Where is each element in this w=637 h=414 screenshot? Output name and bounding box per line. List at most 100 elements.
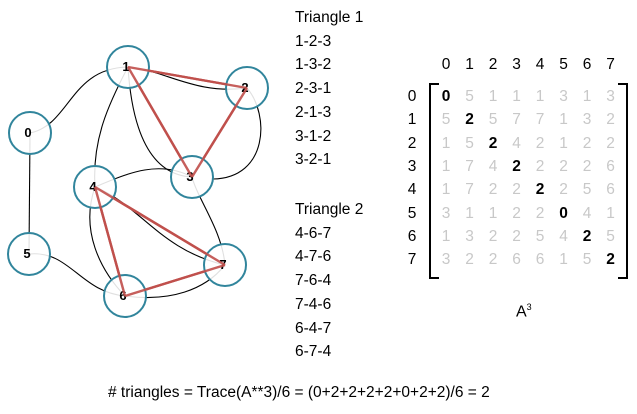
matrix-cell: 5 <box>535 227 545 245</box>
matrix-cell: 2 <box>606 134 615 152</box>
matrix-cell: 5 <box>441 111 451 129</box>
matrix-cell: 4 <box>559 227 568 245</box>
matrix-caption-base: A <box>516 303 527 321</box>
matrix-cell: 5 <box>465 134 474 152</box>
matrix-row-header: 7 <box>407 251 417 269</box>
matrix-cell: 6 <box>606 181 615 199</box>
matrix-cell: 5 <box>488 111 498 129</box>
matrix-cell: 4 <box>488 157 498 175</box>
matrix-diagonal-cell: 2 <box>512 157 521 175</box>
graph-node-label: 4 <box>89 179 97 194</box>
matrix-diagonal-cell: 2 <box>465 111 474 129</box>
triangle-2-order: 4-6-7 <box>295 224 332 242</box>
matrix-cell: 1 <box>488 204 498 222</box>
matrix-cell: 3 <box>559 88 568 105</box>
matrix-cell: 1 <box>582 88 592 105</box>
matrix-cell: 2 <box>512 227 521 245</box>
matrix-row-header: 4 <box>407 181 417 199</box>
matrix-cell: 5 <box>582 181 592 199</box>
triangle-2-list: Triangle 2 4-6-7 4-7-6 7-6-4 7-4-6 6-4-7… <box>295 198 363 364</box>
matrix-cell: 1 <box>465 204 474 222</box>
matrix-diagonal-cell: 2 <box>535 181 545 199</box>
matrix-cell: 2 <box>488 227 498 245</box>
triangle-edge <box>93 186 127 297</box>
triangle-2-order: 7-6-4 <box>295 272 332 290</box>
triangle-1-order: 1-2-3 <box>295 32 332 50</box>
triangle-1-title: Triangle 1 <box>295 9 364 26</box>
triangle-1-order: 3-1-2 <box>295 127 332 145</box>
matrix-cell: 1 <box>535 88 545 105</box>
matrix-row-header: 2 <box>407 134 417 152</box>
triangle-2-order: 6-4-7 <box>295 319 332 337</box>
matrix-bracket <box>429 83 439 279</box>
matrix-cell: 6 <box>535 251 545 269</box>
triangle-edge <box>124 263 226 298</box>
graph-node-label: 5 <box>23 246 30 261</box>
matrix-cell: 7 <box>535 111 545 129</box>
graph-node-label: 6 <box>119 288 126 303</box>
matrix-cell: 4 <box>512 134 521 152</box>
matrix-bracket <box>618 83 628 279</box>
matrix-cell: 7 <box>465 157 474 175</box>
matrix-cell: 2 <box>582 157 592 175</box>
matrix-cell: 2 <box>488 251 498 269</box>
triangle-1-order: 1-3-2 <box>295 56 332 74</box>
matrix-caption-exponent: 3 <box>526 302 532 312</box>
matrix-column-header: 1 <box>465 56 474 73</box>
matrix-cell: 2 <box>535 204 545 222</box>
matrix-column-header: 3 <box>512 56 521 73</box>
matrix-diagonal-cell: 0 <box>559 204 568 222</box>
matrix-cell: 1 <box>441 134 451 152</box>
matrix-cell: 3 <box>441 251 451 269</box>
matrix-cell: 1 <box>512 88 521 105</box>
matrix-cell: 5 <box>465 88 474 105</box>
triangle-2-order: 4-7-6 <box>295 248 332 266</box>
matrix-cell: 3 <box>582 111 592 129</box>
matrix-cell: 5 <box>606 227 615 245</box>
matrix-row-header: 5 <box>407 204 417 222</box>
matrix-column-header: 6 <box>582 56 592 73</box>
matrix-cell: 2 <box>535 157 545 175</box>
matrix-cell: 2 <box>488 181 498 199</box>
triangle-1-order: 2-3-1 <box>295 80 332 98</box>
triangle-2-order: 6-7-4 <box>295 343 332 361</box>
graph-node-label: 0 <box>24 125 31 140</box>
matrix-cell: 1 <box>559 111 568 129</box>
matrix-cell: 1 <box>441 181 451 199</box>
matrix-cell: 1 <box>559 134 568 152</box>
matrix-cell: 7 <box>512 111 521 129</box>
matrix-diagonal-cell: 0 <box>441 88 451 105</box>
matrix-cell: 2 <box>606 111 615 129</box>
matrix-row-header: 3 <box>407 157 417 175</box>
matrix-cell: 5 <box>582 251 592 269</box>
matrix-diagonal-cell: 2 <box>606 251 615 269</box>
matrix-row-header: 0 <box>407 88 417 105</box>
matrix-cell: 1 <box>488 88 498 105</box>
triangle-2-title: Triangle 2 <box>295 201 364 218</box>
matrix-cell: 2 <box>535 134 545 152</box>
triangle-count-formula: # triangles = Trace(A**3)/6 = (0+2+2+2+2… <box>108 384 490 401</box>
triangle-2-order: 7-4-6 <box>295 295 332 313</box>
matrix-cell: 3 <box>606 88 615 105</box>
matrix-cell: 3 <box>465 227 474 245</box>
triangle-1-order: 3-2-1 <box>295 151 332 169</box>
matrix-column-header: 7 <box>606 56 615 73</box>
matrix-cell: 6 <box>606 157 615 175</box>
matrix-cell: 1 <box>606 204 615 222</box>
matrix-cell: 1 <box>559 251 568 269</box>
graph-node-label: 3 <box>186 169 193 184</box>
matrix-row-header: 6 <box>407 227 417 245</box>
graph-node <box>7 232 51 276</box>
graph-node-label: 1 <box>122 59 129 74</box>
matrix-cell: 4 <box>582 204 592 222</box>
matrix-cell: 2 <box>512 204 521 222</box>
matrix-column-header: 5 <box>559 56 568 73</box>
matrix-cell: 7 <box>465 181 474 199</box>
triangle-1-list: Triangle 1 1-2-3 1-3-2 2-3-1 2-1-3 3-1-2… <box>295 6 363 172</box>
matrix-column-header: 0 <box>441 56 451 73</box>
triangle-edge <box>190 87 249 178</box>
matrix-diagonal-cell: 2 <box>582 227 592 245</box>
graph-node <box>8 111 52 155</box>
triangle-edge <box>94 185 226 267</box>
